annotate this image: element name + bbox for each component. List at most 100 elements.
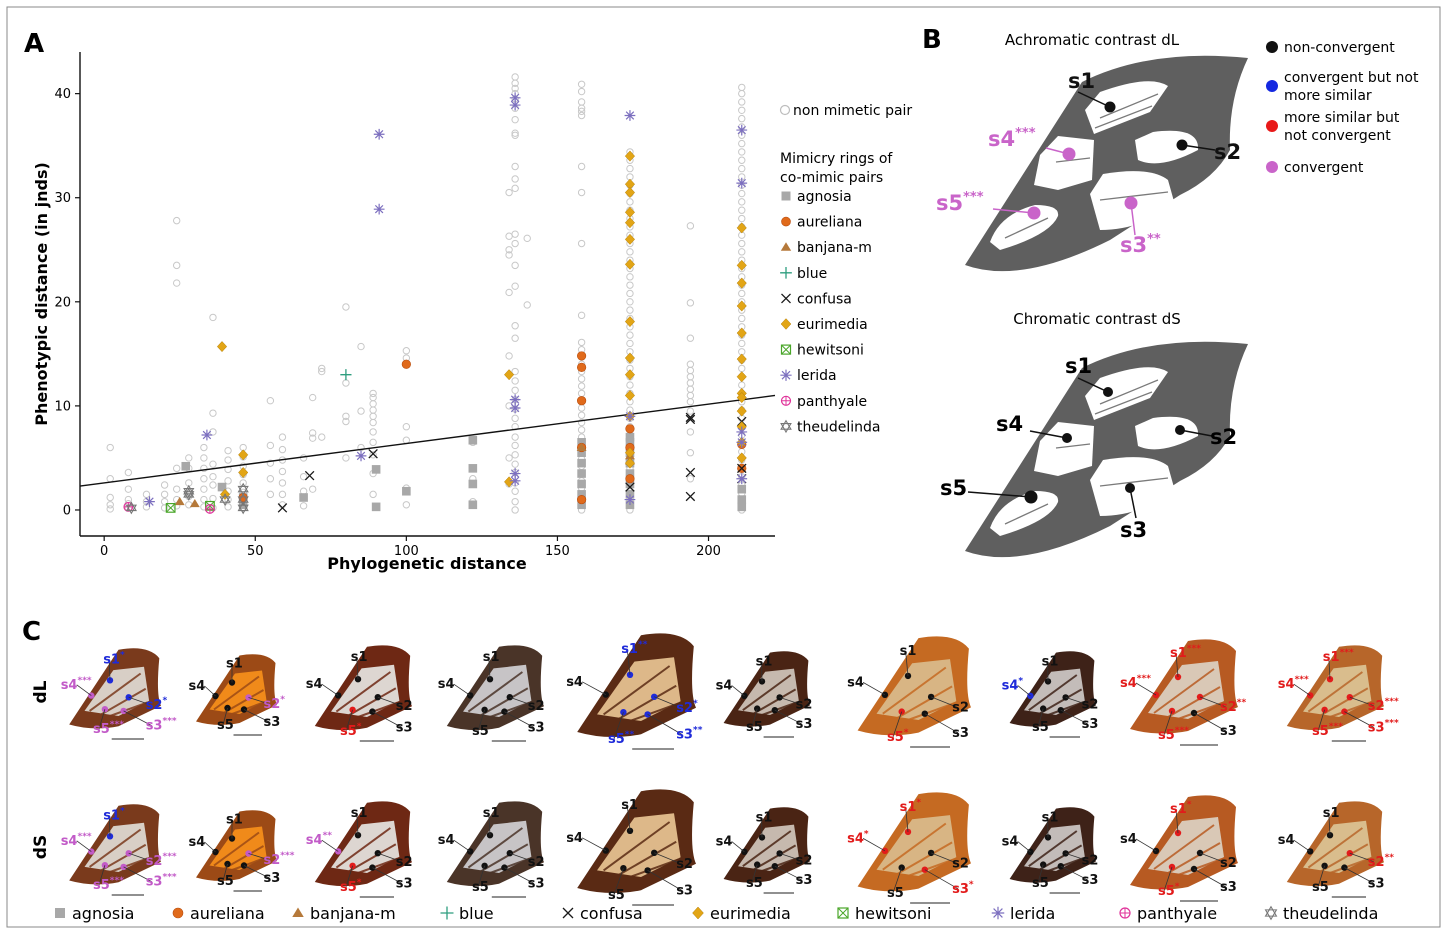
nonmimetic-point (511, 261, 519, 270)
point-eurimedia (624, 352, 636, 364)
ds-label-s4: s4 (996, 412, 1023, 436)
nonmimetic-point (523, 301, 531, 309)
nonmimetic-point (577, 98, 586, 106)
nonmimetic-point (369, 393, 377, 402)
wing-label-s4: s4 (438, 833, 455, 848)
y-tick-label: 10 (54, 399, 71, 414)
legend-label-hewitsoni: hewitsoni (797, 343, 864, 359)
leader-line-s1 (1077, 91, 1111, 108)
legend-marker-eurimedia (780, 318, 792, 330)
nonmimetic-point (369, 451, 377, 459)
wing-photo: s1 s2 s3 s4 s5 (438, 645, 545, 742)
legend-label-eurimedia: eurimedia (797, 317, 868, 333)
point-eurimedia (736, 222, 747, 234)
wing-photo: s1 s2 s3 s4** s5* (306, 801, 413, 898)
wing-label-s1: s1 (483, 650, 500, 665)
nonmimetic-point (369, 400, 377, 408)
point-lerida (624, 410, 636, 422)
nonmimetic-point (505, 288, 513, 297)
wing-label-s5: s5 (217, 874, 234, 889)
wing-label-s5: s5 (1312, 880, 1329, 895)
point-s3 (1124, 196, 1138, 210)
wing-vein (335, 827, 398, 874)
nonmimetic-point (577, 411, 586, 419)
nonmimetic-point (299, 454, 308, 462)
convergence-legend-label: convergent but not (1284, 70, 1419, 86)
ds-leader-line-s2 (1179, 429, 1213, 437)
point-lerida (373, 203, 385, 215)
nonmimetic-point (106, 493, 114, 502)
wing-label-s3: s3*** (1368, 718, 1399, 735)
wing-label-s4: s4*** (61, 832, 92, 849)
wing-label-s4: s4 (716, 678, 733, 693)
nonmimetic-point (577, 188, 586, 197)
wing-label-s1: s1 (351, 806, 368, 821)
convergence-legend-dot (1266, 161, 1278, 173)
wing-vein (467, 671, 530, 718)
wing-label-s3: s3* (952, 880, 974, 897)
point-confusa (737, 463, 747, 474)
nonmimetic-point (106, 443, 114, 452)
nonmimetic-point (738, 206, 746, 214)
wing-label-s5: s5*** (93, 876, 124, 893)
nonmimetic-point (511, 367, 519, 376)
species-legend-label-banjana-m: banjana-m (310, 904, 396, 923)
wing-label-s1: s1 (1323, 806, 1340, 821)
wing-point-s5 (101, 706, 109, 713)
point-theudelinda (183, 484, 195, 498)
point-banjana-m (174, 496, 185, 506)
nonmimetic-point (511, 129, 519, 137)
nonmimetic-point (200, 485, 208, 493)
nonmimetic-point (738, 139, 746, 148)
wing-leader-line (751, 864, 758, 884)
wing-label-s1: s1* (103, 650, 125, 667)
nonmimetic-point (626, 331, 634, 339)
wing-leader-line (108, 815, 111, 837)
wing-vein (742, 830, 798, 872)
wing-vein (467, 827, 530, 874)
wing-label-s2: s2*** (264, 851, 295, 868)
nonmimetic-point (738, 339, 746, 348)
wing-leader-line (1065, 853, 1088, 861)
point-s4 (1062, 147, 1076, 161)
nonmimetic-point (626, 298, 634, 306)
ds-point-s5 (1024, 490, 1038, 504)
wing-leader-line (582, 837, 606, 851)
wing-vein (1307, 671, 1370, 718)
wing-leader-line (774, 709, 802, 725)
point-eurimedia (736, 452, 747, 464)
wing-vein (1153, 824, 1223, 876)
wing-label-s1: s1 (756, 810, 773, 825)
wing-veins (1004, 93, 1169, 239)
nonmimetic-point (577, 239, 586, 248)
nonmimetic-point (511, 239, 519, 248)
wing-point-s3 (501, 708, 508, 715)
point-theudelinda (219, 493, 231, 507)
nonmimetic-point (738, 114, 746, 123)
point-agnosia (737, 484, 747, 494)
point-eurimedia (624, 150, 636, 162)
point-agnosia (577, 479, 586, 489)
point-agnosia (577, 458, 586, 468)
wing-leader-line (372, 711, 402, 728)
point-agnosia (468, 500, 478, 510)
point-agnosia (625, 432, 635, 442)
convergence-legend-label: more similar but (1284, 110, 1400, 126)
wing-leader-line (1344, 867, 1374, 884)
nonmimetic-point (577, 107, 586, 116)
wing-leader-line (731, 685, 745, 697)
wing-vein (603, 821, 679, 878)
wing-label-s1: s1 (483, 806, 500, 821)
wing-label-s4: s4 (189, 835, 206, 850)
nonmimetic-point (200, 443, 208, 452)
leader-line-s2 (1181, 144, 1216, 151)
wing-leader-line (1317, 709, 1325, 732)
wing-leader-line (1349, 696, 1374, 707)
wing-leader-line (488, 657, 491, 680)
species-legend-marker-lerida (991, 906, 1005, 920)
convergence-legend-label: non-convergent (1284, 40, 1395, 56)
wing-label-s2: s2 (528, 855, 545, 870)
point-aureliana (577, 362, 587, 372)
wing-label-s5: s5 (1032, 876, 1049, 891)
